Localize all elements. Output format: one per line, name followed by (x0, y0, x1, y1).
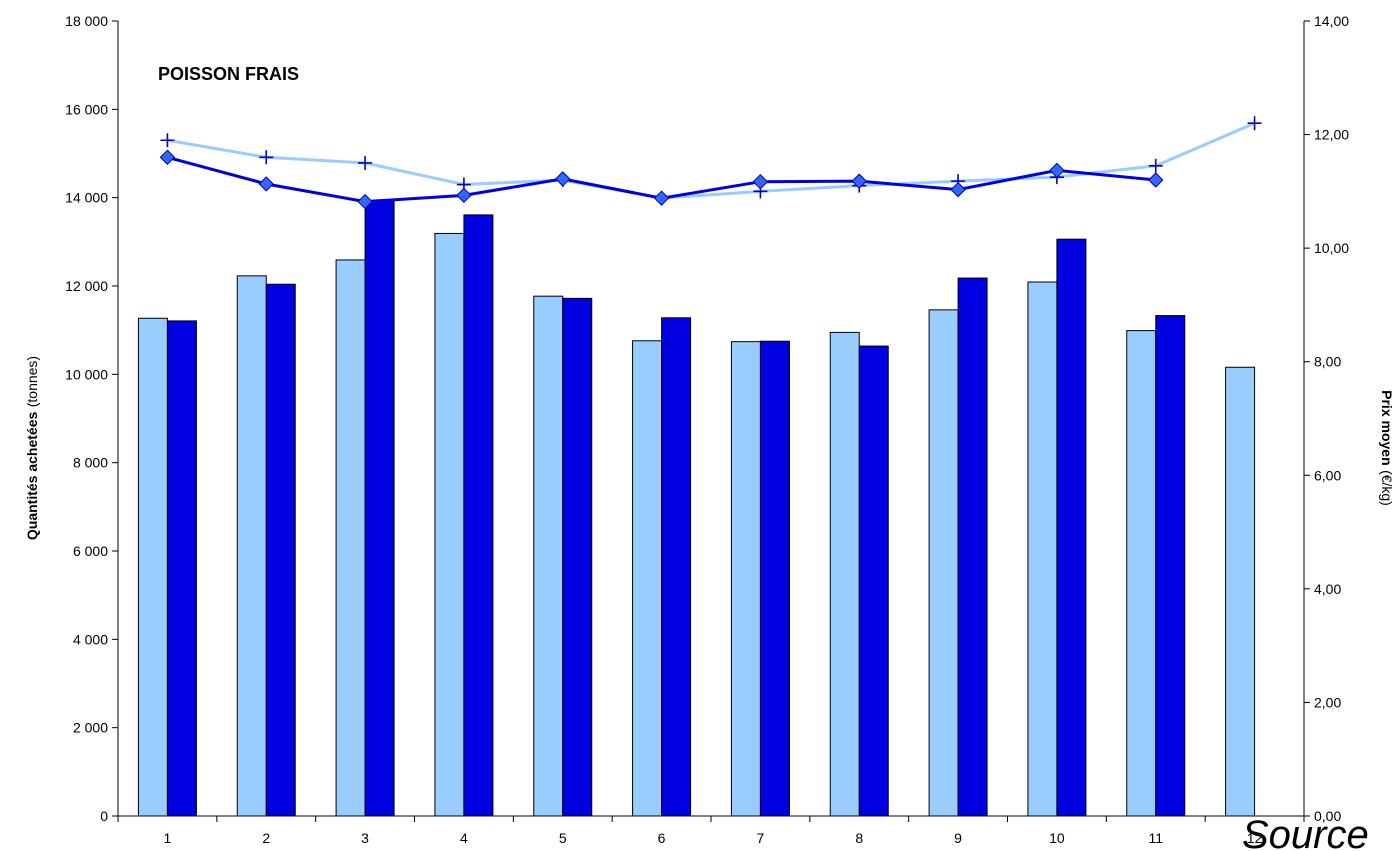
x-tick-label: 4 (460, 830, 468, 846)
line-point-diamond (752, 173, 769, 190)
left-tick-label: 0 (100, 808, 108, 824)
line-point-diamond (258, 176, 274, 192)
right-axis-title: Prix moyen (€/kg) (1378, 390, 1395, 506)
line-point-diamond (357, 193, 373, 210)
line-point-plus (259, 150, 274, 165)
bar-series-2 (166, 320, 197, 817)
bar-series-2 (759, 340, 790, 817)
line-point-diamond (653, 190, 670, 206)
right-tick-label: 12,00 (1314, 127, 1349, 143)
bar-series-1 (632, 340, 663, 817)
bar-series-2 (858, 345, 889, 817)
left-tick-label: 10 000 (65, 366, 108, 382)
bar-series-2 (661, 317, 692, 817)
bar-series-1 (928, 309, 959, 817)
right-tick-label: 0,00 (1314, 808, 1341, 824)
line-point-diamond (456, 187, 472, 204)
bars-layer (137, 200, 1256, 817)
bar-series-1 (730, 341, 761, 817)
x-tick-label: 2 (262, 830, 270, 846)
source-text: Source (1242, 813, 1369, 851)
bar-series-1 (829, 331, 860, 817)
right-tick-label: 14,00 (1314, 13, 1349, 29)
bar-series-1 (137, 317, 168, 817)
bar-series-2 (1056, 238, 1087, 817)
x-tick-label: 7 (757, 830, 765, 846)
line-point-diamond (555, 171, 571, 187)
bar-series-2 (463, 214, 494, 817)
left-tick-label: 8 000 (73, 455, 108, 471)
x-tick-label: 9 (954, 830, 962, 846)
right-tick-label: 4,00 (1314, 581, 1341, 597)
bar-series-1 (236, 275, 267, 817)
left-tick-label: 4 000 (73, 631, 108, 647)
right-tick-label: 6,00 (1314, 467, 1341, 483)
left-tick-label: 2 000 (73, 720, 108, 736)
axes-layer (112, 20, 1310, 822)
left-tick-label: 18 000 (65, 13, 108, 29)
line-point-diamond (1049, 162, 1065, 179)
line-point-diamond (159, 149, 176, 165)
left-tick-label: 16 000 (65, 101, 108, 117)
left-axis-title: Quantités achetées (tonnes) (24, 356, 41, 540)
bar-series-2 (364, 200, 395, 817)
bar-series-1 (1126, 330, 1157, 817)
bar-series-2 (1155, 315, 1186, 817)
bar-series-2 (957, 277, 988, 817)
line-point-diamond (851, 173, 867, 189)
left-tick-label: 12 000 (65, 278, 108, 294)
left-tick-label: 14 000 (65, 190, 108, 206)
x-tick-label: 3 (361, 830, 369, 846)
left-tick-label: 6 000 (73, 543, 108, 559)
right-tick-label: 2,00 (1314, 694, 1341, 710)
bar-series-1 (335, 259, 366, 817)
line-point-plus (358, 155, 373, 170)
x-tick-label: 11 (1148, 830, 1163, 846)
bar-series-1 (1225, 366, 1256, 817)
right-tick-label: 8,00 (1314, 354, 1341, 370)
line-point-diamond (1148, 172, 1164, 188)
bar-series-1 (1027, 281, 1058, 817)
line-point-plus (160, 133, 175, 148)
bar-series-1 (533, 295, 564, 817)
right-tick-label: 10,00 (1314, 240, 1349, 256)
x-tick-label: 10 (1049, 830, 1065, 846)
bar-series-1 (434, 232, 465, 817)
left-axis-title-main: Quantités achetées (24, 412, 40, 541)
line-series-1 (167, 121, 1256, 200)
x-tick-label: 1 (164, 830, 172, 846)
line-point-plus (1247, 116, 1262, 131)
line-point-plus (1148, 158, 1163, 173)
chart-title: POISSON FRAIS (158, 64, 299, 84)
line-point-diamond (950, 181, 966, 198)
lines-layer (159, 116, 1262, 210)
left-axis-title-unit: (tonnes) (24, 356, 40, 407)
x-tick-label: 6 (658, 830, 666, 846)
right-axis-title-main: Prix moyen (1379, 390, 1395, 465)
x-tick-label: 5 (559, 830, 567, 846)
labels-layer: 0 2 000 4 000 6 000 8 000 10 000 12 000 14 000 1… (65, 13, 1349, 846)
x-tick-label: 12 (1247, 830, 1263, 846)
right-axis-title-unit: (€/kg) (1379, 470, 1395, 506)
x-tick-label: 8 (855, 830, 863, 846)
bar-series-2 (265, 283, 296, 817)
bar-series-2 (562, 297, 593, 817)
